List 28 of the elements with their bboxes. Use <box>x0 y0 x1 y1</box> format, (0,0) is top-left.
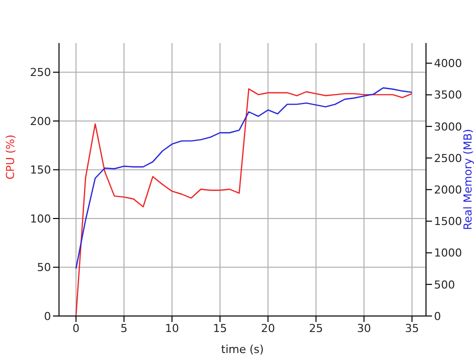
line-series <box>75 87 413 270</box>
x-tick-label: 35 <box>404 322 419 335</box>
x-tick-label: 0 <box>72 322 80 335</box>
y2-tick-label: 1500 <box>434 215 462 228</box>
x-tick-label: 10 <box>164 322 179 335</box>
x-tick-label: 25 <box>308 322 323 335</box>
y2-tick-label: 2000 <box>434 184 462 197</box>
y-axis-title: CPU (%) <box>4 134 17 180</box>
x-axis-title: time (s) <box>221 343 264 355</box>
y-tick-label: 100 <box>30 212 51 226</box>
x-tick-label: 5 <box>120 322 128 335</box>
line-series <box>75 88 413 316</box>
y2-tick-label: 3000 <box>434 120 462 134</box>
y2-tick-label: 500 <box>434 278 455 292</box>
y2-tick-label: 4000 <box>434 57 462 70</box>
y2-tick-label: 1000 <box>434 246 462 260</box>
x-tick-label: 30 <box>356 322 371 335</box>
y-tick-label: 200 <box>30 114 51 128</box>
y2-tick-label: 0 <box>434 310 441 323</box>
y2-axis-title: Real Memory (MB) <box>462 128 474 230</box>
y-tick-label: 250 <box>30 66 51 80</box>
x-tick-label: 15 <box>212 322 227 335</box>
y-tick-label: 150 <box>30 164 51 177</box>
x-tick-label: 20 <box>260 322 275 335</box>
y2-tick-label: 3500 <box>434 88 462 102</box>
y-tick-label: 0 <box>44 310 51 323</box>
y2-tick-label: 2500 <box>434 152 462 165</box>
y-tick-label: 50 <box>37 261 51 274</box>
